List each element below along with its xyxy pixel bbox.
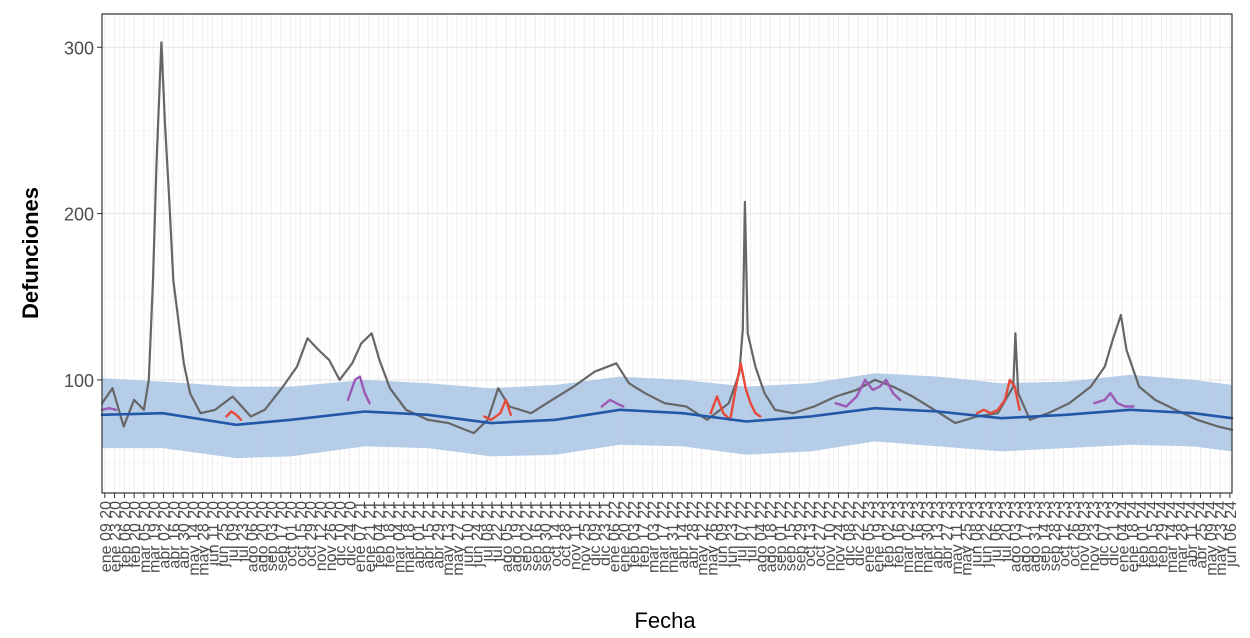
x-axis-title: Fecha <box>634 608 696 633</box>
y-tick-label: 300 <box>64 38 94 58</box>
y-axis-title: Defunciones <box>18 187 43 319</box>
y-axis: 100 200 300 <box>64 38 102 391</box>
x-tick-label: jun 06 24 <box>1223 501 1240 568</box>
y-tick-label: 100 <box>64 371 94 391</box>
y-tick-label: 200 <box>64 205 94 225</box>
